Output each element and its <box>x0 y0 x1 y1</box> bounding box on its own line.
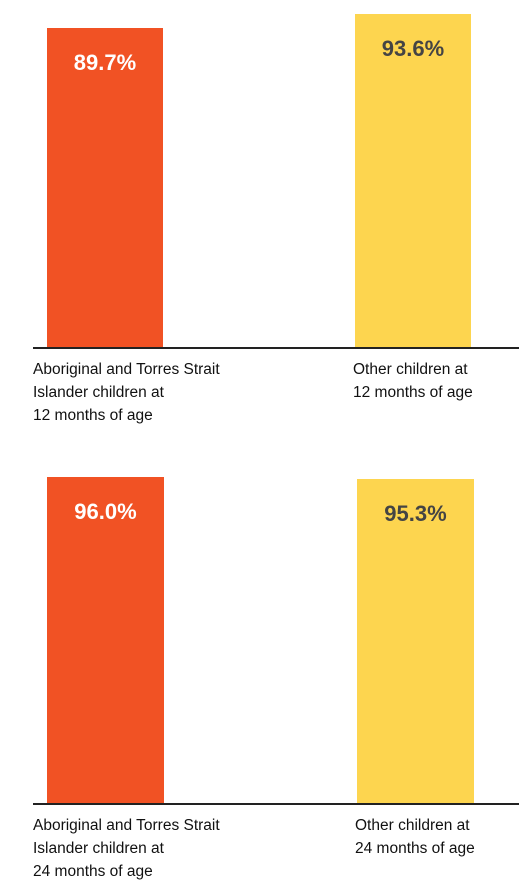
bar <box>355 13 471 347</box>
value-label: 93.6% <box>381 35 445 61</box>
category-label: Other children at 24 months of age <box>355 817 475 857</box>
value-label: 96.0% <box>74 499 137 525</box>
value-label: 95.3% <box>384 501 447 527</box>
bar <box>47 477 164 803</box>
value-label: 89.7% <box>73 49 137 75</box>
bar <box>357 479 474 803</box>
category-label: Other children at 12 months of age <box>353 361 473 401</box>
bar <box>47 27 163 347</box>
baseline <box>33 803 519 805</box>
baseline <box>33 347 519 349</box>
category-label: Aboriginal and Torres Strait Islander ch… <box>33 361 220 424</box>
category-label: Aboriginal and Torres Strait Islander ch… <box>33 817 220 880</box>
